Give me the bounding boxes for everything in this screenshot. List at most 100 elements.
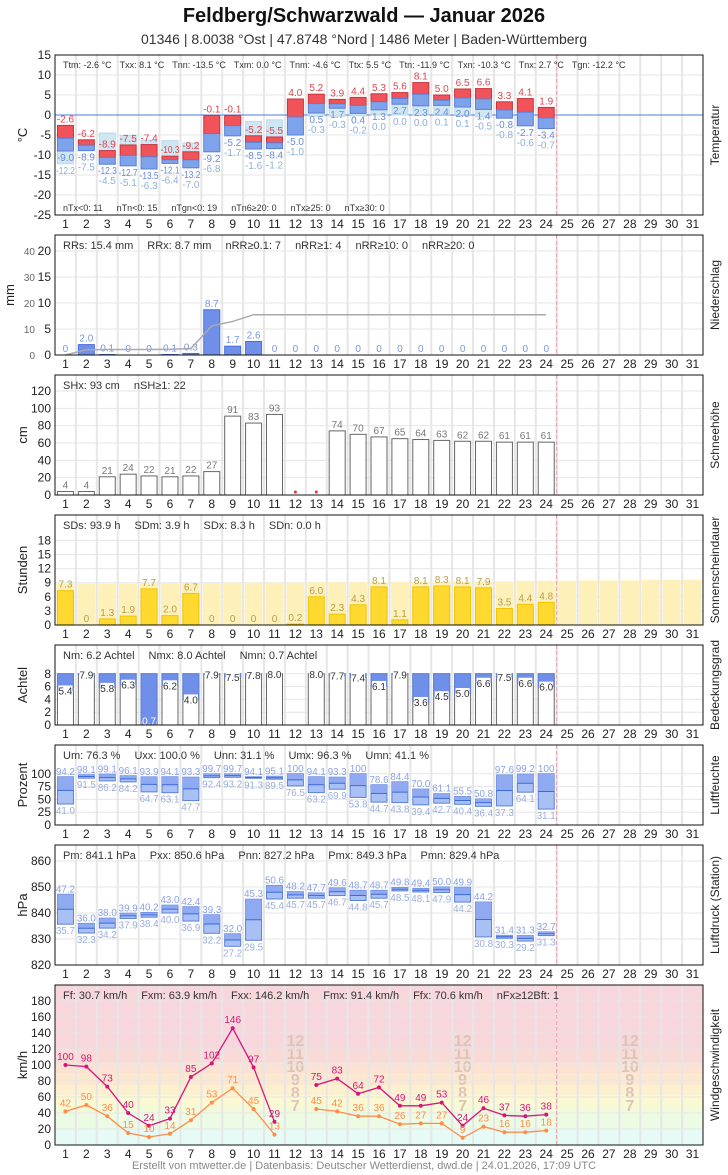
precip-label: 0	[418, 344, 424, 355]
stat-text: Ttn: -11.9 °C	[399, 60, 450, 70]
x-tick-label: 20	[456, 1147, 470, 1161]
cloud-label-bg	[330, 670, 345, 681]
x-tick-label: 16	[372, 727, 386, 741]
upper-range	[120, 913, 137, 916]
upper-range	[99, 774, 116, 778]
panel-frame	[54, 54, 704, 216]
y-tick-label: 12	[38, 562, 52, 576]
beaufort-label: 8	[291, 1085, 300, 1102]
x-tick-label: 8	[208, 497, 215, 511]
stat-text: Tnx: 2.7 °C	[519, 60, 565, 70]
y-axis-unit: hPa	[15, 893, 30, 917]
tmax-label: -5.2	[245, 125, 263, 136]
cloud-box	[203, 673, 221, 726]
stat-text: nRR≥0.1: 7	[225, 240, 281, 252]
x-tick-label: 17	[393, 827, 407, 841]
min-label: 91.3	[244, 780, 263, 791]
x-tick-label: 26	[581, 497, 595, 511]
mean-wind-line-point	[167, 1131, 172, 1136]
x-tick-label: 22	[498, 727, 512, 741]
min-label: 29.2	[516, 943, 535, 954]
tmax-bar	[475, 88, 493, 100]
stat-text: Umx: 96.3 %	[288, 750, 351, 762]
x-tick-label: 9	[229, 627, 236, 641]
cloud-label: 6.3	[121, 681, 135, 692]
upper-range	[350, 890, 367, 896]
x-tick-label: 14	[331, 727, 345, 741]
cloud-label-bg	[497, 672, 512, 682]
gust-line-label: 53	[436, 1090, 448, 1101]
x-tick-label: 30	[665, 827, 679, 841]
x-tick-label: 30	[665, 357, 679, 371]
x-tick-label: 18	[414, 827, 428, 841]
possible-sun-bar	[558, 580, 577, 625]
tground-label: -0.3	[329, 120, 347, 131]
y-tick-label: 80	[38, 1074, 52, 1088]
max-label: 93.9	[140, 767, 159, 778]
x-tick-label: 24	[540, 217, 554, 231]
sun-label: 7.7	[142, 578, 156, 589]
y-tick-label: 860	[31, 854, 51, 868]
y-tick-label: 0	[44, 108, 51, 122]
max-label: 49.8	[390, 878, 409, 889]
x-tick-label: 4	[125, 827, 132, 841]
upper-range	[266, 885, 283, 893]
tground-label: -1.2	[266, 161, 284, 172]
gust-line-label: 49	[394, 1093, 406, 1104]
tground-label: -4.5	[99, 176, 117, 187]
y-axis-unit: km/h	[15, 1051, 30, 1079]
x-tick-label: 18	[414, 1147, 428, 1161]
tground-label: -0.2	[349, 125, 367, 136]
mean-wind-line-point	[356, 1114, 361, 1119]
x-tick-label: 7	[188, 217, 195, 231]
sun-bar	[182, 593, 200, 626]
mean-wind-line-label: 16	[520, 1119, 532, 1130]
min-label: 42.7	[432, 805, 451, 816]
y-tick-label: 840	[31, 906, 51, 920]
tground-label: -1.6	[245, 161, 263, 172]
cloud-label-bg	[246, 670, 261, 681]
x-tick-label: 8	[208, 967, 215, 981]
panel-title: Luftfeuchte	[708, 755, 722, 815]
x-tick-label: 20	[456, 217, 470, 231]
tmax-bar	[454, 88, 472, 99]
x-tick-label: 9	[229, 727, 236, 741]
cloud-label: 6.0	[539, 683, 553, 694]
cloud-label: 7.4	[351, 674, 365, 685]
x-tick-label: 31	[686, 967, 700, 981]
x-tick-label: 22	[498, 967, 512, 981]
snow-bar	[140, 475, 158, 496]
max-label: 48.7	[349, 880, 368, 891]
max-label: 40.2	[140, 902, 159, 913]
y-tick-label: 15	[38, 270, 52, 284]
upper-range	[329, 888, 346, 892]
x-tick-label: 11	[268, 827, 281, 841]
stat-text: Tgn: -12.2 °C	[572, 60, 626, 70]
max-label: 99.7	[223, 764, 242, 775]
cloud-label: 6.2	[163, 681, 177, 692]
cumulative-precip-line	[65, 313, 547, 356]
y-axis-unit: Achtel	[15, 667, 30, 703]
stat-text: nTgn<0: 19	[171, 203, 217, 213]
max-label: 45.3	[244, 889, 263, 900]
upper-range	[433, 793, 450, 799]
panel-title: Niederschlag	[708, 260, 722, 330]
y-tick-label: 50	[38, 792, 52, 806]
min-label: 36.9	[181, 923, 200, 934]
max-label: 84.4	[390, 772, 409, 783]
x-tick-label: 29	[644, 497, 658, 511]
x-tick-label: 5	[146, 827, 153, 841]
max-label: 39.9	[119, 903, 138, 914]
x-tick-label: 21	[477, 217, 491, 231]
x-tick-label: 3	[104, 627, 111, 641]
x-tick-label: 14	[331, 1147, 345, 1161]
max-label: 97.6	[495, 765, 514, 776]
gust-line-label: 83	[332, 1066, 344, 1077]
precip-label: 0	[334, 344, 340, 355]
tmin-label: -8.9	[78, 153, 96, 164]
x-tick-label: 9	[229, 1147, 236, 1161]
x-tick-label: 26	[581, 967, 595, 981]
cloud-label-bg	[204, 669, 219, 680]
tmin-bar	[265, 142, 283, 150]
x-tick-label: 25	[560, 727, 574, 741]
